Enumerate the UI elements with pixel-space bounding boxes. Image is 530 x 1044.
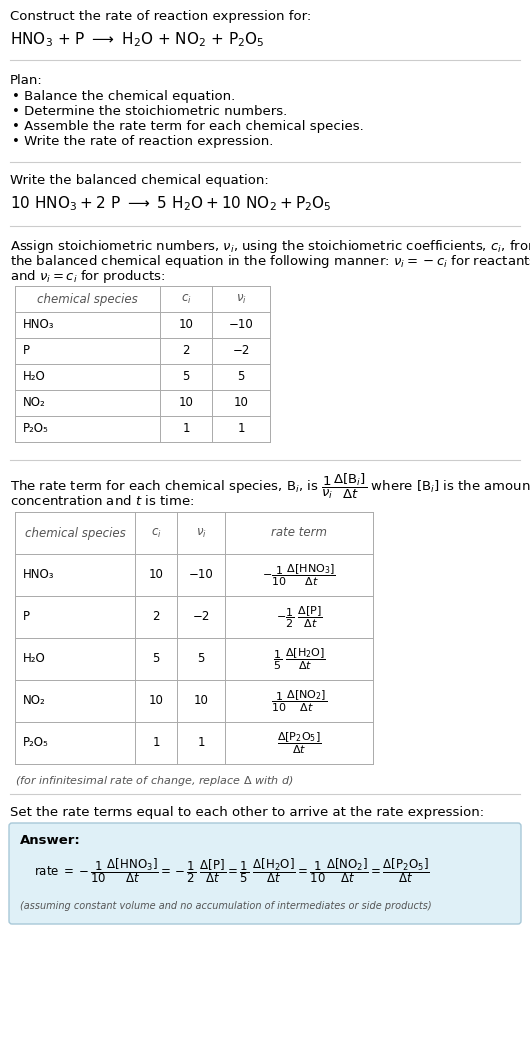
- Text: chemical species: chemical species: [24, 526, 126, 540]
- Text: $\nu_i$: $\nu_i$: [196, 526, 206, 540]
- Text: −10: −10: [189, 569, 214, 582]
- Text: • Balance the chemical equation.: • Balance the chemical equation.: [12, 90, 235, 103]
- Text: • Determine the stoichiometric numbers.: • Determine the stoichiometric numbers.: [12, 105, 287, 118]
- Text: Write the balanced chemical equation:: Write the balanced chemical equation:: [10, 174, 269, 187]
- Text: $c_i$: $c_i$: [181, 292, 191, 306]
- Text: $\dfrac{1}{5}\ \dfrac{\Delta[\mathrm{H_2O}]}{\Delta t}$: $\dfrac{1}{5}\ \dfrac{\Delta[\mathrm{H_2…: [272, 646, 325, 671]
- Text: Set the rate terms equal to each other to arrive at the rate expression:: Set the rate terms equal to each other t…: [10, 806, 484, 818]
- Text: −10: −10: [228, 318, 253, 332]
- Text: P₂O₅: P₂O₅: [23, 423, 49, 435]
- Text: $\nu_i$: $\nu_i$: [236, 292, 246, 306]
- Text: chemical species: chemical species: [37, 292, 138, 306]
- Text: Construct the rate of reaction expression for:: Construct the rate of reaction expressio…: [10, 10, 311, 23]
- Text: 10: 10: [193, 694, 208, 708]
- Text: −2: −2: [192, 611, 210, 623]
- Text: 10: 10: [234, 397, 249, 409]
- Text: 1: 1: [182, 423, 190, 435]
- Text: rate $= -\dfrac{1}{10}\dfrac{\Delta[\mathrm{HNO_3}]}{\Delta t} = -\dfrac{1}{2}\ : rate $= -\dfrac{1}{10}\dfrac{\Delta[\mat…: [34, 856, 430, 884]
- Text: concentration and $t$ is time:: concentration and $t$ is time:: [10, 494, 194, 508]
- Text: 2: 2: [182, 345, 190, 357]
- Text: (assuming constant volume and no accumulation of intermediates or side products): (assuming constant volume and no accumul…: [20, 901, 431, 911]
- FancyBboxPatch shape: [9, 823, 521, 924]
- Text: • Assemble the rate term for each chemical species.: • Assemble the rate term for each chemic…: [12, 120, 364, 133]
- Text: $\mathrm{HNO_3}$ $+$ P $\longrightarrow$ $\mathrm{H_2O}$ $+$ $\mathrm{NO_2}$ $+$: $\mathrm{HNO_3}$ $+$ P $\longrightarrow$…: [10, 30, 264, 49]
- Text: 10: 10: [179, 397, 193, 409]
- Text: P: P: [23, 345, 30, 357]
- Text: 5: 5: [197, 652, 205, 665]
- Text: $\dfrac{1}{10}\dfrac{\Delta[\mathrm{NO_2}]}{\Delta t}$: $\dfrac{1}{10}\dfrac{\Delta[\mathrm{NO_2…: [271, 688, 327, 714]
- Text: P₂O₅: P₂O₅: [23, 736, 49, 750]
- Text: $\dfrac{\Delta[\mathrm{P_2O_5}]}{\Delta t}$: $\dfrac{\Delta[\mathrm{P_2O_5}]}{\Delta …: [277, 730, 321, 756]
- Text: $-\dfrac{1}{10}\dfrac{\Delta[\mathrm{HNO_3}]}{\Delta t}$: $-\dfrac{1}{10}\dfrac{\Delta[\mathrm{HNO…: [262, 563, 336, 588]
- Text: 10: 10: [148, 694, 163, 708]
- Text: 5: 5: [182, 371, 190, 383]
- Text: NO₂: NO₂: [23, 694, 46, 708]
- Text: P: P: [23, 611, 30, 623]
- Text: NO₂: NO₂: [23, 397, 46, 409]
- Text: and $\nu_i = c_i$ for products:: and $\nu_i = c_i$ for products:: [10, 268, 165, 285]
- Bar: [15, 286, 270, 442]
- Text: 10: 10: [148, 569, 163, 582]
- Text: (for infinitesimal rate of change, replace $\Delta$ with $d$): (for infinitesimal rate of change, repla…: [15, 774, 294, 788]
- Text: The rate term for each chemical species, $\mathrm{B}_i$, is $\dfrac{1}{\nu_i}\df: The rate term for each chemical species,…: [10, 472, 530, 501]
- Text: $-\dfrac{1}{2}\ \dfrac{\Delta[\mathrm{P}]}{\Delta t}$: $-\dfrac{1}{2}\ \dfrac{\Delta[\mathrm{P}…: [276, 604, 322, 630]
- Text: 1: 1: [237, 423, 245, 435]
- Text: 1: 1: [197, 736, 205, 750]
- Bar: [15, 512, 373, 764]
- Text: Assign stoichiometric numbers, $\nu_i$, using the stoichiometric coefficients, $: Assign stoichiometric numbers, $\nu_i$, …: [10, 238, 530, 255]
- Text: H₂O: H₂O: [23, 371, 46, 383]
- Text: 1: 1: [152, 736, 160, 750]
- Text: 2: 2: [152, 611, 160, 623]
- Text: HNO₃: HNO₃: [23, 569, 55, 582]
- Text: Answer:: Answer:: [20, 834, 81, 847]
- Text: 5: 5: [152, 652, 160, 665]
- Text: the balanced chemical equation in the following manner: $\nu_i = -c_i$ for react: the balanced chemical equation in the fo…: [10, 253, 530, 270]
- Text: 10: 10: [179, 318, 193, 332]
- Text: $c_i$: $c_i$: [151, 526, 161, 540]
- Text: H₂O: H₂O: [23, 652, 46, 665]
- Text: rate term: rate term: [271, 526, 327, 540]
- Text: • Write the rate of reaction expression.: • Write the rate of reaction expression.: [12, 135, 273, 148]
- Text: $10\ \mathrm{HNO_3} + 2\ \mathrm{P}\ \longrightarrow\ 5\ \mathrm{H_2O} + 10\ \ma: $10\ \mathrm{HNO_3} + 2\ \mathrm{P}\ \lo…: [10, 194, 332, 213]
- Text: HNO₃: HNO₃: [23, 318, 55, 332]
- Text: 5: 5: [237, 371, 245, 383]
- Text: Plan:: Plan:: [10, 74, 43, 87]
- Text: −2: −2: [232, 345, 250, 357]
